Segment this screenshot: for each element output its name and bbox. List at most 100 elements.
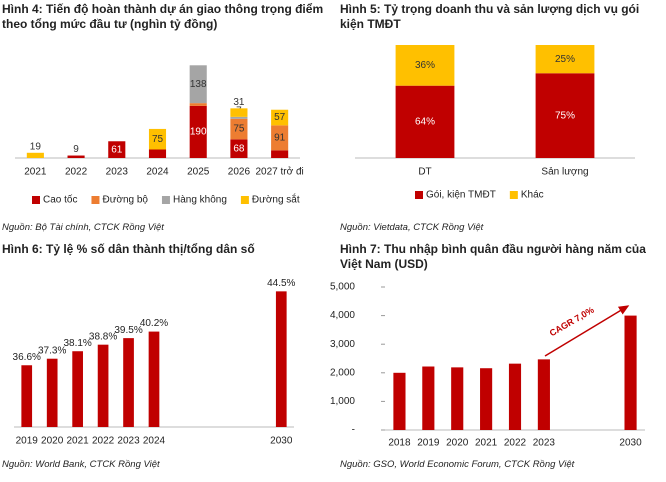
value-label: 91 [274,132,286,143]
bar [46,358,58,427]
annotation: CAGR 7,0% [548,305,596,338]
value-label: 9 [73,144,79,155]
value-label: 68 [233,143,245,154]
x-tick-label: 2024 [146,167,169,178]
bar-segment [26,152,44,158]
legend-swatch [32,196,40,204]
bar-segment [189,105,207,158]
value-label: 44.5% [267,278,295,289]
source: Nguồn: Bộ Tài chính, CTCK Rồng Việt [2,222,164,233]
value-label: 75% [555,110,575,121]
value-label: 138 [190,79,207,90]
bar-segment [230,118,248,140]
bar [480,368,493,430]
y-tick-label: 4,000 [330,310,355,321]
x-tick-label: 2030 [270,436,293,447]
value-label: 39.5% [114,325,142,336]
value-label: 40.2% [140,318,168,329]
x-tick-label: 2023 [533,438,556,449]
x-tick-label: 2022 [65,167,88,178]
x-tick-label: 2027 trở đi [256,166,304,178]
bar-segment [230,108,248,117]
value-label: 57 [274,112,286,123]
x-tick-label: 2021 [475,438,498,449]
y-tick-label: 5,000 [330,282,355,293]
chart-title: Hình 7: Thu nhập bình quân đầu người hàn… [340,242,646,271]
legend-swatch [509,191,518,199]
cagr-arrow [544,305,630,357]
legend-label: Đường bộ [102,195,148,206]
value-label: 75 [233,124,245,135]
bar-segment [108,141,126,158]
x-tick-label: 2022 [92,436,115,447]
source: Nguồn: World Bank, CTCK Rồng Việt [2,459,160,470]
bar-segment [189,103,207,106]
source: Nguồn: GSO, World Economic Forum, CTCK R… [340,459,575,470]
bar-segment [148,149,167,158]
x-tick-label: 2026 [228,167,251,178]
legend-swatch [91,196,100,204]
source: Nguồn: Vietdata, CTCK Rồng Việt [340,222,484,233]
bar [72,351,83,427]
x-tick-label: 2021 [24,167,47,178]
bar [422,366,435,430]
bar [537,359,550,430]
y-tick-label: 1,000 [330,396,355,407]
legend-swatch [415,191,423,199]
value-label: 31 [233,97,245,108]
bar-segment [148,128,167,150]
value-label: 36.6% [13,352,41,363]
legend-swatch [161,196,170,204]
legend-label: Cao tốc [43,194,77,206]
x-tick-label: 2023 [106,167,129,178]
value-label: 38.1% [63,338,91,349]
bar-segment [395,45,455,86]
x-tick-label: 2023 [117,436,140,447]
chart-title: Hình 4: Tiến độ hoàn thành dự án giao th… [2,2,324,31]
bar-segment [230,116,248,119]
bar-segment [535,73,595,158]
legend-label: Khác [521,190,544,201]
value-label: 38.8% [89,331,117,342]
legend-label: Hàng không [173,195,227,206]
x-tick-label: 2020 [41,436,64,447]
legend-label: Gói, kiện TMĐT [426,190,496,201]
bar [508,363,522,430]
chart-title: Hình 6: Tỷ lệ % số dân thành thị/tổng dâ… [2,242,255,256]
y-tick-label: 2,000 [330,367,355,378]
x-tick-label: DT [418,167,431,178]
chart-title: Hình 5: Tỷ trọng doanh thu và sản lượng … [340,2,640,31]
bar-segment [230,139,248,158]
bar [451,367,464,430]
value-label: 37.3% [38,345,66,356]
bar [21,365,33,427]
x-tick-label: 2021 [67,436,90,447]
value-label: 25% [555,54,575,65]
x-tick-label: 2018 [388,438,411,449]
bar-segment [535,45,595,74]
x-tick-label: 2024 [143,436,166,447]
bar [97,344,109,427]
value-label: 36% [415,60,435,71]
x-tick-label: 2019 [417,438,440,449]
x-tick-label: 2022 [504,438,527,449]
legend-swatch [240,196,249,204]
value-label: 19 [30,141,42,152]
value-label: 64% [415,116,435,127]
x-tick-label: 2030 [619,438,642,449]
value-label: 190 [190,127,207,138]
bar [393,372,406,430]
bar [148,331,160,427]
bar-segment [67,155,85,158]
bar [123,338,134,427]
x-tick-label: 2019 [16,436,39,447]
bar-segment [271,125,289,151]
bar-segment [271,109,289,126]
x-tick-label: 2020 [446,438,469,449]
bar-segment [189,65,207,104]
x-tick-label: Sản lượng [541,167,588,178]
bar-segment [271,150,289,158]
y-tick-label: - [352,425,355,436]
